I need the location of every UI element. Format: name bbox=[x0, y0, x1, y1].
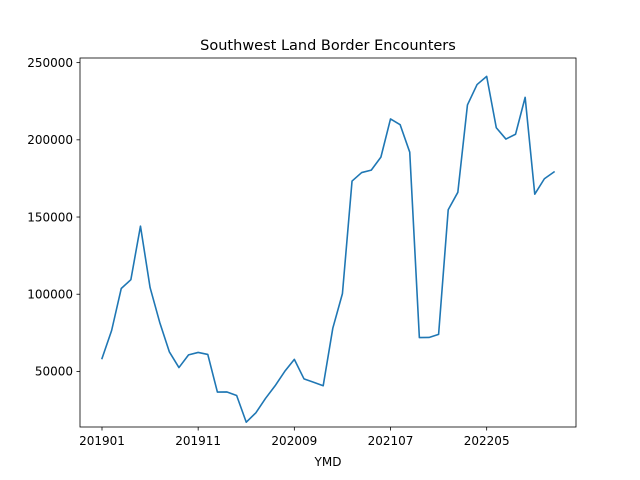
x-tick-label: 202009 bbox=[271, 434, 317, 448]
chart-title: Southwest Land Border Encounters bbox=[200, 38, 456, 54]
x-axis: 201901 201911 202009 202107 202205 bbox=[79, 427, 510, 448]
y-tick-label: 50000 bbox=[35, 365, 73, 379]
x-tick-label: 202205 bbox=[464, 434, 510, 448]
series-line bbox=[100, 75, 556, 424]
plot-frame bbox=[79, 57, 577, 428]
x-tick-label: 201901 bbox=[79, 434, 125, 448]
plot-area bbox=[79, 57, 577, 428]
y-tick-label: 100000 bbox=[27, 288, 73, 302]
y-tick-label: 250000 bbox=[27, 56, 73, 70]
x-tick-label: 201911 bbox=[175, 434, 221, 448]
y-axis: 50000 100000 150000 200000 250000 bbox=[27, 56, 80, 379]
y-tick-label: 150000 bbox=[27, 210, 73, 224]
x-tick-label: 202107 bbox=[368, 434, 414, 448]
x-axis-label: YMD bbox=[314, 455, 342, 469]
y-tick-label: 200000 bbox=[27, 133, 73, 147]
